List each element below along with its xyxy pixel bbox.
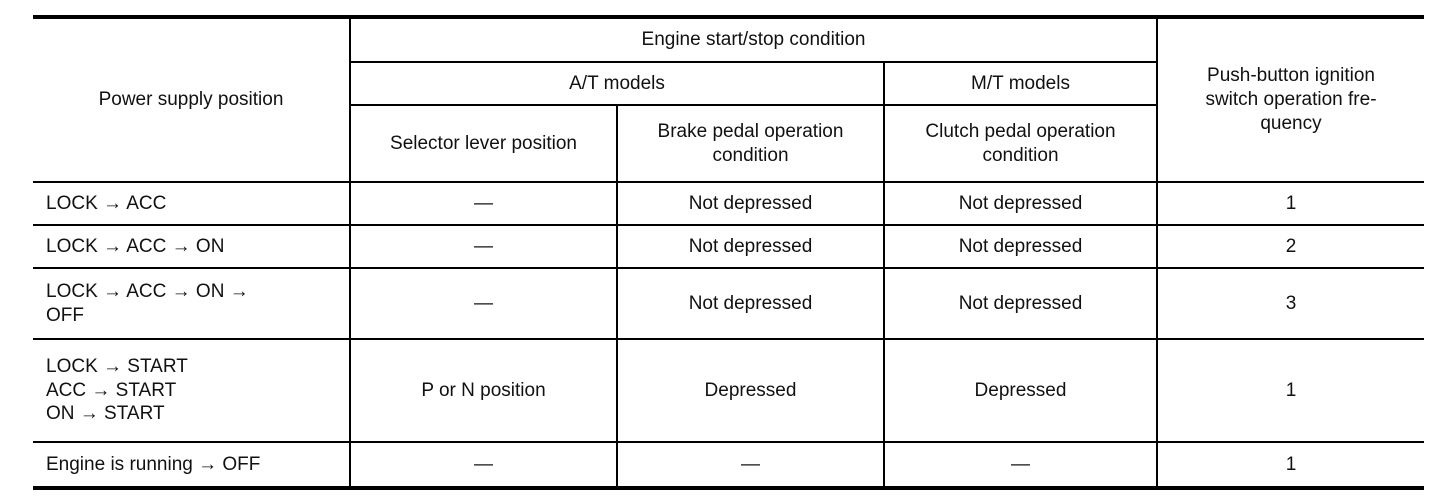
- brake-cell: Not depressed: [616, 267, 885, 340]
- table-row: LOCK → ACC → ON → OFF — Not depressed No…: [33, 267, 1424, 340]
- header-row-1: Power supply position Engine start/stop …: [33, 16, 1424, 183]
- header-row-2: A/T models M/T models: [33, 61, 1424, 106]
- header-at-models: A/T models: [349, 61, 885, 106]
- brake-cell: Not depressed: [616, 224, 885, 269]
- frequency-cell: 3: [1156, 267, 1424, 340]
- header-brake-pedal-condition: Brake pedal operation condition: [616, 104, 885, 183]
- power-supply-cell: LOCK → ACC → ON → OFF: [33, 267, 351, 340]
- header-power-supply-position: Power supply position: [33, 16, 351, 183]
- power-supply-cell: Engine is running → OFF: [33, 441, 351, 489]
- brake-cell: —: [616, 441, 885, 489]
- clutch-cell: Not depressed: [883, 181, 1158, 226]
- frequency-cell: 1: [1156, 181, 1424, 226]
- table-row: Engine is running → OFF — — — 1: [33, 441, 1424, 489]
- header-engine-start-stop-condition: Engine start/stop condition: [349, 16, 1158, 63]
- table-row: LOCK → START ACC → START ON → START P or…: [33, 338, 1424, 443]
- clutch-cell: Depressed: [883, 338, 1158, 443]
- power-supply-cell: LOCK → START ACC → START ON → START: [33, 338, 351, 443]
- brake-cell: Depressed: [616, 338, 885, 443]
- header-selector-lever-position: Selector lever position: [349, 104, 618, 183]
- clutch-cell: —: [883, 441, 1158, 489]
- table-row: LOCK → ACC — Not depressed Not depressed…: [33, 181, 1424, 226]
- frequency-cell: 1: [1156, 441, 1424, 489]
- power-supply-cell: LOCK → ACC: [33, 181, 351, 226]
- power-supply-condition-table: Power supply position Engine start/stop …: [33, 15, 1424, 490]
- table-row: LOCK → ACC → ON — Not depressed Not depr…: [33, 224, 1424, 269]
- selector-cell: P or N position: [349, 338, 618, 443]
- selector-cell: —: [349, 181, 618, 226]
- selector-cell: —: [349, 441, 618, 489]
- selector-cell: —: [349, 224, 618, 269]
- frequency-cell: 1: [1156, 338, 1424, 443]
- brake-cell: Not depressed: [616, 181, 885, 226]
- clutch-cell: Not depressed: [883, 224, 1158, 269]
- header-clutch-pedal-condition: Clutch pedal operation condition: [883, 104, 1158, 183]
- header-mt-models: M/T models: [883, 61, 1158, 106]
- clutch-cell: Not depressed: [883, 267, 1158, 340]
- header-push-button-frequency: Push-button ignition switch operation fr…: [1156, 16, 1424, 183]
- frequency-cell: 2: [1156, 224, 1424, 269]
- selector-cell: —: [349, 267, 618, 340]
- power-supply-cell: LOCK → ACC → ON: [33, 224, 351, 269]
- header-row-3: Selector lever position Brake pedal oper…: [33, 104, 1424, 183]
